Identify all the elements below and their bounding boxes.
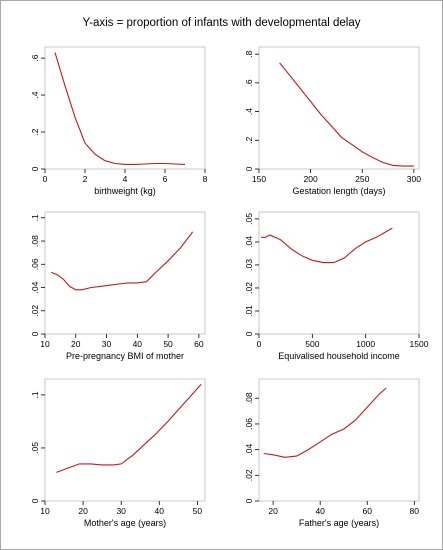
y-tick-label: 0 (30, 498, 40, 503)
x-tick-label: 30 (116, 506, 126, 516)
y-tick-label: .1 (30, 391, 40, 398)
y-tick-label: .08 (244, 392, 254, 404)
y-tick-label: .4 (244, 108, 254, 115)
x-axis-label: Gestation length (days) (292, 186, 385, 196)
y-tick-label: .02 (30, 305, 40, 317)
y-tick-label: .6 (244, 79, 254, 86)
series-line (261, 227, 393, 264)
x-tick-label: 4 (123, 174, 128, 184)
chart-birthweight: 0 2 4 6 8 0 .2 .4 .6 birthweight (kg) (30, 46, 208, 196)
x-tick-label: 20 (268, 506, 278, 516)
chart-household-income: 0 500 1000 1500 0 .01 .02 .03 .04 .05 Equivalised … (244, 211, 429, 361)
y-tick-label: .2 (30, 128, 40, 135)
chart-mothers-age: 10 20 30 40 50 0 .05 .1 Mother's age (years) (30, 378, 206, 528)
series-line (51, 231, 194, 291)
x-axis-label: Father's age (years) (299, 518, 379, 528)
y-tick-label: .08 (30, 235, 40, 247)
x-tick-label: 8 (203, 174, 208, 184)
y-tick-label: .6 (30, 54, 40, 61)
chart-gestation-length: 150 200 250 300 0 .2 .4 .6 .8 Gestation length (d… (244, 46, 421, 196)
y-tick-label: 0 (30, 166, 40, 171)
series-line (54, 52, 186, 165)
y-tick-label: .05 (30, 442, 40, 454)
x-tick-label: 60 (363, 506, 373, 516)
x-tick-label: 20 (78, 506, 88, 516)
x-axis-label: Mother's age (years) (84, 518, 166, 528)
series-line (279, 62, 414, 167)
y-tick-label: .4 (30, 91, 40, 98)
y-tick-label: .2 (244, 136, 254, 143)
x-tick-label: 40 (315, 506, 325, 516)
x-tick-label: 50 (193, 506, 203, 516)
x-axis-label: birthweight (kg) (94, 186, 156, 196)
x-tick-label: 40 (155, 506, 165, 516)
y-tick-label: .06 (244, 418, 254, 430)
plot-frame (44, 211, 206, 335)
y-tick-label: 0 (244, 166, 254, 171)
x-tick-label: 40 (133, 339, 143, 349)
x-tick-label: 1500 (410, 339, 429, 349)
x-tick-label: 0 (257, 339, 262, 349)
series-line (56, 383, 202, 473)
series-line (263, 387, 387, 458)
x-tick-label: 150 (252, 174, 266, 184)
y-tick-label: .05 (244, 213, 254, 225)
x-tick-label: 80 (410, 506, 420, 516)
x-axis-label: Pre-pregnancy BMI of mother (66, 351, 184, 361)
x-tick-label: 30 (102, 339, 112, 349)
y-tick-label: 0 (30, 331, 40, 336)
x-tick-label: 200 (304, 174, 318, 184)
x-tick-label: 1000 (356, 339, 375, 349)
x-tick-label: 20 (71, 339, 81, 349)
y-tick-label: .02 (244, 282, 254, 294)
figure-title: Y-axis = proportion of infants with deve… (82, 17, 361, 29)
plot-frame (258, 378, 420, 502)
x-tick-label: 500 (305, 339, 319, 349)
x-tick-label: 10 (40, 339, 50, 349)
plot-frame (258, 211, 420, 335)
chart-maternal-bmi: 10 20 30 40 50 60 0 .02 .04 .06 .08 .1 Pre-pregnancy… (30, 211, 206, 361)
y-tick-label: .02 (244, 469, 254, 481)
x-tick-label: 6 (163, 174, 168, 184)
y-tick-label: .1 (30, 214, 40, 221)
x-tick-label: 50 (163, 339, 173, 349)
y-tick-label: .04 (244, 443, 254, 455)
x-tick-label: 2 (83, 174, 88, 184)
y-tick-label: .01 (244, 305, 254, 317)
y-tick-label: .06 (30, 258, 40, 270)
x-tick-label: 10 (40, 506, 50, 516)
x-axis-label: Equivalised household income (278, 351, 400, 361)
y-tick-label: 0 (244, 498, 254, 503)
y-tick-label: .03 (244, 259, 254, 271)
chart-fathers-age: 20 40 60 80 0 .02 .04 .06 .08 Father's age (years… (244, 378, 420, 528)
plot-frame (44, 46, 206, 170)
x-tick-label: 250 (355, 174, 369, 184)
x-tick-label: 300 (407, 174, 421, 184)
plot-frame (258, 46, 420, 170)
x-tick-label: 0 (43, 174, 48, 184)
plot-frame (44, 378, 206, 502)
x-tick-label: 60 (194, 339, 204, 349)
y-tick-label: .04 (30, 281, 40, 293)
y-tick-label: 0 (244, 331, 254, 336)
y-tick-label: .8 (244, 50, 254, 57)
y-tick-label: .04 (244, 236, 254, 248)
